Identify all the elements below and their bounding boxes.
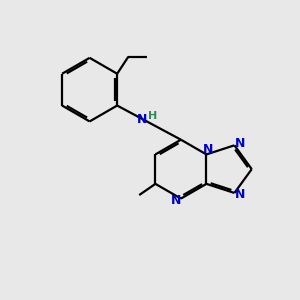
Text: N: N [202, 142, 213, 156]
Text: N: N [235, 188, 245, 201]
Text: N: N [235, 137, 245, 150]
Text: H: H [148, 111, 158, 122]
Text: N: N [170, 194, 181, 207]
Text: N: N [137, 113, 148, 126]
